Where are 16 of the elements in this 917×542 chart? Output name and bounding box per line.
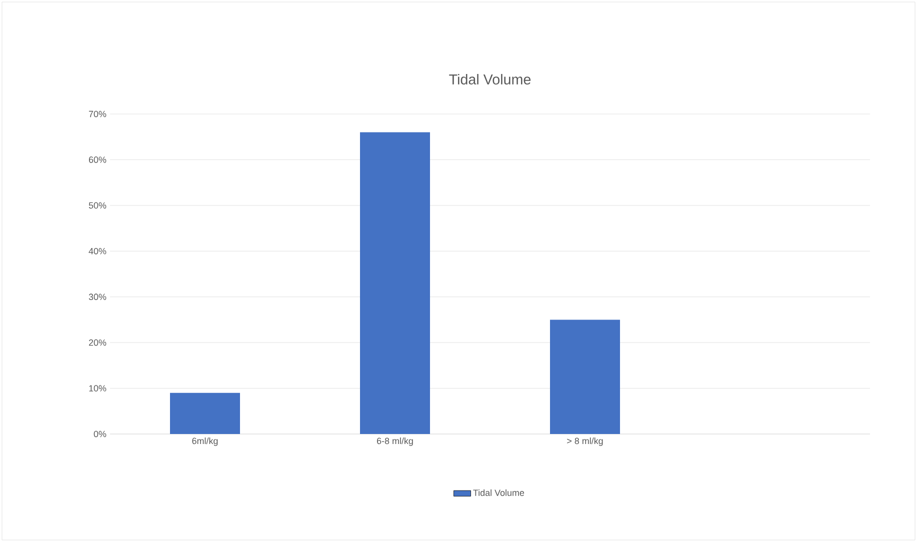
y-tick-label: 50%: [88, 202, 106, 209]
y-tick-label: 0%: [94, 430, 106, 438]
y-tick-label: 10%: [89, 385, 106, 392]
bar: [550, 320, 620, 434]
y-tick-label: 60%: [88, 156, 106, 163]
legend-label: Tidal Volume: [473, 489, 524, 496]
y-tick-label: 70%: [88, 110, 106, 118]
x-tick-label: 6-8 ml/kg: [377, 438, 413, 446]
bar: [170, 392, 240, 434]
bar: [360, 132, 430, 434]
x-tick-label: 6ml/kg: [192, 438, 218, 446]
y-tick-label: 20%: [88, 339, 106, 346]
y-tick-label: 40%: [88, 248, 106, 254]
y-tick-label: 30%: [88, 294, 106, 300]
chart-title: Tidal Volume: [449, 74, 531, 85]
x-tick-label: > 8 ml/kg: [567, 438, 603, 446]
